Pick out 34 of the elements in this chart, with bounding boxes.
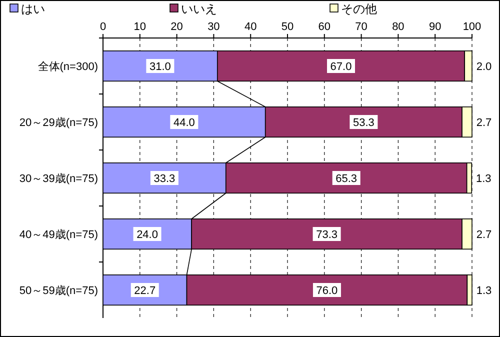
data-label: 44.0 — [173, 117, 195, 129]
data-label: 33.3 — [154, 173, 176, 185]
x-tick-label: 50 — [281, 21, 294, 33]
x-tick-label: 100 — [462, 21, 482, 33]
data-label: 2.0 — [476, 61, 492, 73]
y-tick-label: 全体(n=300) — [38, 61, 98, 73]
data-label: 1.3 — [476, 285, 492, 297]
data-label: 22.7 — [134, 285, 156, 297]
data-label: 1.3 — [476, 173, 492, 185]
data-label: 2.7 — [476, 229, 492, 241]
x-tick-label: 70 — [355, 21, 368, 33]
x-tick-label: 10 — [134, 21, 146, 33]
y-tick-label: 40～49歳(n=75) — [19, 228, 98, 241]
y-tick-label: 30～39歳(n=75) — [19, 172, 98, 185]
data-label: 31.0 — [149, 61, 171, 73]
data-label: 76.0 — [316, 285, 338, 297]
y-tick-label: 50～59歳(n=75) — [19, 284, 98, 297]
data-label: 73.3 — [316, 229, 338, 241]
data-label: 65.3 — [336, 173, 358, 185]
x-tick-label: 80 — [392, 21, 404, 33]
x-tick-label: 0 — [100, 21, 106, 33]
data-label: 53.3 — [352, 117, 374, 129]
legend-label: その他 — [341, 2, 377, 16]
data-label: 2.7 — [476, 117, 492, 129]
x-tick-label: 60 — [318, 21, 331, 33]
legend-label: いいえ — [181, 2, 217, 16]
legend-label: はい — [21, 2, 45, 16]
x-tick-label: 90 — [428, 21, 442, 33]
data-label: 67.0 — [330, 61, 352, 73]
x-tick-label: 40 — [244, 21, 257, 33]
x-tick-label: 20 — [170, 21, 183, 33]
data-label: 24.0 — [136, 229, 158, 241]
y-tick-label: 20～29歳(n=75) — [19, 116, 98, 129]
x-tick-label: 30 — [208, 21, 220, 33]
